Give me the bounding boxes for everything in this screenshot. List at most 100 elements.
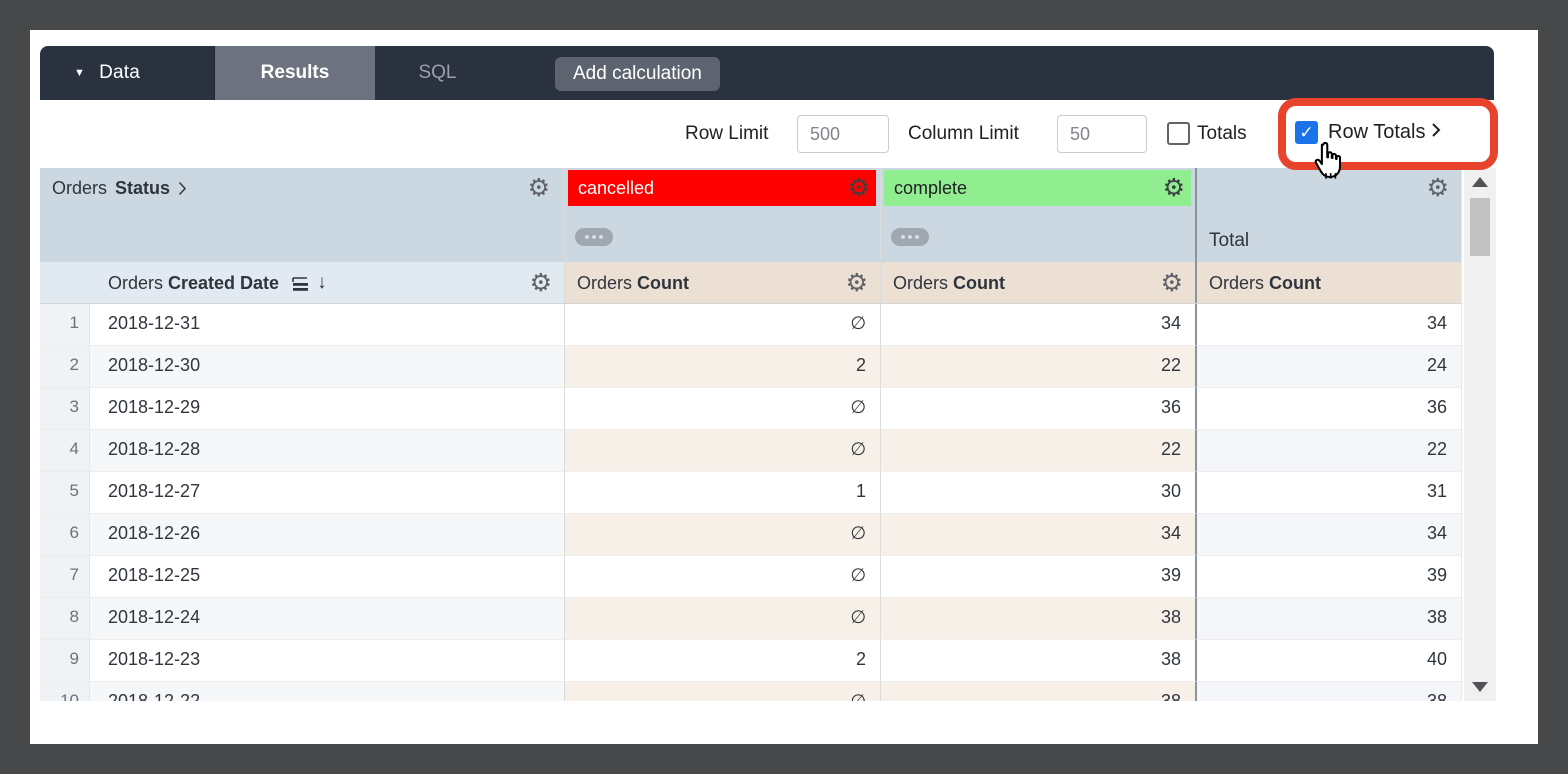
row-number-cell: 6 [40,514,90,556]
date-cell[interactable]: 2018-12-26 [90,514,565,556]
pivot-value-cancelled-chip[interactable]: cancelled ⚙ [568,170,876,206]
row-total-cell[interactable]: 22 [1197,430,1462,472]
pivot-value-complete-chip[interactable]: complete ⚙ [884,170,1191,206]
table-row: 9 2018-12-23 2 38 40 [40,640,1462,682]
column-limit-input[interactable] [1057,115,1147,153]
gear-icon[interactable]: ⚙ [1162,174,1185,202]
table-row: 1 2018-12-31 ∅ 34 34 [40,304,1462,346]
cancelled-count-cell[interactable]: ∅ [565,682,881,701]
tab-results-label: Results [260,62,330,83]
complete-count-cell[interactable]: 38 [881,640,1197,682]
date-cell[interactable]: 2018-12-22 [90,682,565,701]
row-number-cell: 9 [40,640,90,682]
dimension-header-cell[interactable]: Orders Created Date ↓ ⚙ [90,262,565,303]
row-number-cell: 1 [40,304,90,346]
sort-desc-icon[interactable]: ↓ [317,272,327,293]
row-totals-label[interactable]: Row Totals [1328,121,1441,144]
row-total-cell[interactable]: 40 [1197,640,1462,682]
complete-count-cell[interactable]: 30 [881,472,1197,514]
cancelled-count-cell[interactable]: ∅ [565,556,881,598]
complete-count-cell[interactable]: 38 [881,682,1197,701]
complete-count-cell[interactable]: 34 [881,514,1197,556]
complete-count-cell[interactable]: 34 [881,304,1197,346]
scrollbar-thumb[interactable] [1470,198,1490,256]
table-row: 5 2018-12-27 1 30 31 [40,472,1462,514]
pivot-value-complete-cell: complete ⚙ [881,168,1197,262]
table-row: 3 2018-12-29 ∅ 36 36 [40,388,1462,430]
date-cell[interactable]: 2018-12-24 [90,598,565,640]
date-cell[interactable]: 2018-12-23 [90,640,565,682]
gear-icon[interactable]: ⚙ [847,174,870,202]
ellipsis-menu-icon[interactable] [891,228,929,246]
cancelled-count-cell[interactable]: ∅ [565,304,881,346]
row-total-cell[interactable]: 38 [1197,682,1462,701]
pivot-field-header[interactable]: Orders Status ⚙ [40,168,565,262]
cancelled-count-cell[interactable]: ∅ [565,598,881,640]
row-total-cell[interactable]: 34 [1197,514,1462,556]
tab-sql[interactable]: SQL [375,46,500,100]
gear-icon[interactable]: ⚙ [1160,269,1183,297]
gear-icon[interactable]: ⚙ [1426,174,1449,202]
complete-count-cell[interactable]: 38 [881,598,1197,640]
date-cell[interactable]: 2018-12-27 [90,472,565,514]
cancelled-count-cell[interactable]: 1 [565,472,881,514]
row-number-cell: 8 [40,598,90,640]
results-table: Orders Status ⚙ cancelled ⚙ complete ⚙ [40,168,1462,701]
tab-results[interactable]: Results [215,46,375,100]
date-cell[interactable]: 2018-12-25 [90,556,565,598]
cancelled-count-cell[interactable]: ∅ [565,514,881,556]
cancelled-count-cell[interactable]: 2 [565,346,881,388]
row-total-cell[interactable]: 24 [1197,346,1462,388]
scroll-down-icon[interactable] [1472,682,1488,692]
explore-panel: ▼ Data Results SQL Add calculation Row L… [30,30,1538,744]
pivot-field-name: Status [115,178,171,198]
data-section-toggle[interactable]: ▼ Data [40,46,215,100]
gear-icon[interactable]: ⚙ [529,269,552,297]
row-number-cell: 7 [40,556,90,598]
chevron-right-icon [178,181,187,196]
row-limit-input[interactable] [797,115,889,153]
row-number-cell: 2 [40,346,90,388]
pivot-header-row: Orders Status ⚙ cancelled ⚙ complete ⚙ [40,168,1462,262]
vertical-scrollbar[interactable] [1464,168,1496,701]
row-total-cell[interactable]: 31 [1197,472,1462,514]
row-total-cell[interactable]: 39 [1197,556,1462,598]
complete-count-cell[interactable]: 39 [881,556,1197,598]
dimension-view-name: Orders [108,272,164,293]
date-cell[interactable]: 2018-12-30 [90,346,565,388]
scroll-up-icon[interactable] [1472,177,1488,187]
chevron-right-icon [1431,122,1441,138]
complete-count-cell[interactable]: 22 [881,346,1197,388]
row-total-cell[interactable]: 36 [1197,388,1462,430]
row-totals-checkbox[interactable]: ✓ [1295,121,1318,144]
table-row: 8 2018-12-24 ∅ 38 38 [40,598,1462,640]
ellipsis-menu-icon[interactable] [575,228,613,246]
row-total-cell[interactable]: 34 [1197,304,1462,346]
row-number-header-cell [40,262,90,303]
table-row: 4 2018-12-28 ∅ 22 22 [40,430,1462,472]
toolbar: ▼ Data Results SQL Add calculation [40,46,1494,100]
add-calculation-button[interactable]: Add calculation [555,57,720,91]
total-column-label: Total [1209,230,1250,251]
row-total-header-cell: ⚙ Total [1197,168,1462,262]
cancelled-count-cell[interactable]: ∅ [565,430,881,472]
totals-checkbox[interactable] [1167,122,1190,145]
pivot-value-cancelled-cell: cancelled ⚙ [565,168,881,262]
date-cell[interactable]: 2018-12-31 [90,304,565,346]
complete-count-cell[interactable]: 22 [881,430,1197,472]
cancelled-count-cell[interactable]: ∅ [565,388,881,430]
cancelled-count-cell[interactable]: 2 [565,640,881,682]
date-cell[interactable]: 2018-12-29 [90,388,565,430]
row-total-cell[interactable]: 38 [1197,598,1462,640]
row-number-cell: 3 [40,388,90,430]
complete-count-cell[interactable]: 36 [881,388,1197,430]
table-row: 7 2018-12-25 ∅ 39 39 [40,556,1462,598]
chevron-down-icon: ▼ [74,67,86,79]
date-cell[interactable]: 2018-12-28 [90,430,565,472]
gear-icon[interactable]: ⚙ [845,269,868,297]
measure-header-complete[interactable]: Orders Count ⚙ [881,262,1197,303]
measure-header-cancelled[interactable]: Orders Count ⚙ [565,262,881,303]
gear-icon[interactable]: ⚙ [527,174,550,202]
measure-header-total[interactable]: Orders Count [1197,262,1462,303]
table-row: 10 2018-12-22 ∅ 38 38 [40,682,1462,701]
